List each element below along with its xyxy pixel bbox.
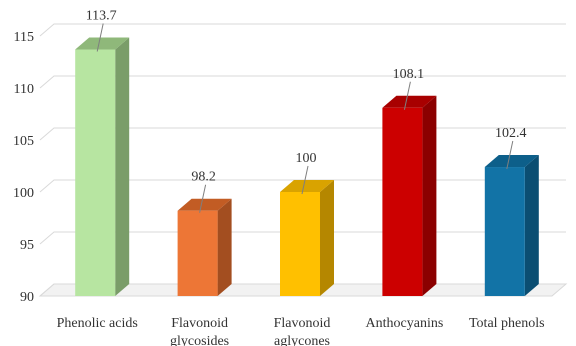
gridline: [39, 75, 566, 89]
bar-front: [75, 49, 116, 296]
data-label: 100: [296, 151, 317, 166]
bar-top: [75, 37, 130, 50]
gridline: [39, 23, 566, 37]
bar-side: [320, 180, 334, 296]
y-axis-ticks: 90 95 100 105 110 115: [13, 30, 34, 305]
bar-top: [484, 155, 539, 168]
category-label: Flavonoid: [274, 316, 331, 331]
category-label: Phenolic acids: [57, 316, 138, 331]
data-label-leader: [403, 81, 411, 110]
data-label-leader: [506, 140, 514, 170]
category-label: Anthocyanins: [366, 316, 444, 331]
data-label-leader: [96, 23, 104, 52]
bar-top: [280, 180, 334, 192]
bar: [177, 198, 232, 296]
y-tick-label: 110: [14, 82, 34, 97]
data-label-leader: [199, 184, 207, 213]
bar-front: [484, 167, 525, 296]
data-label: 113.7: [86, 9, 117, 24]
bar: [484, 155, 539, 296]
y-tick-label: 115: [14, 30, 34, 45]
bar: [382, 95, 437, 296]
bar-front: [280, 192, 320, 296]
data-label: 98.2: [191, 170, 216, 185]
bars: [75, 37, 539, 297]
bar-side: [524, 155, 539, 296]
bar-front: [382, 107, 423, 296]
category-labels: Phenolic acids Flavonoid glycosides Flavono…: [57, 316, 545, 346]
y-tick-label: 95: [20, 238, 34, 253]
category-label: Total phenols: [469, 316, 545, 331]
bar-side: [115, 37, 130, 297]
bar-side: [422, 95, 437, 296]
y-tick-label: 105: [13, 134, 34, 149]
data-label-leader: [301, 165, 309, 195]
data-labels: 113.7 98.2 100 108.1 102.4: [86, 9, 527, 213]
category-label: glycosides: [170, 334, 229, 346]
y-tick-label: 100: [13, 186, 34, 201]
bar-front: [177, 210, 218, 296]
bar: [280, 180, 334, 296]
y-tick-label: 90: [20, 290, 34, 305]
category-label: Flavonoid: [171, 316, 228, 331]
bar: [75, 37, 130, 297]
category-label: aglycones: [274, 334, 330, 346]
data-label: 102.4: [495, 126, 527, 141]
bar-top: [177, 198, 232, 211]
data-label: 108.1: [393, 67, 425, 82]
bar-top: [382, 95, 437, 108]
bar-side: [217, 198, 232, 296]
